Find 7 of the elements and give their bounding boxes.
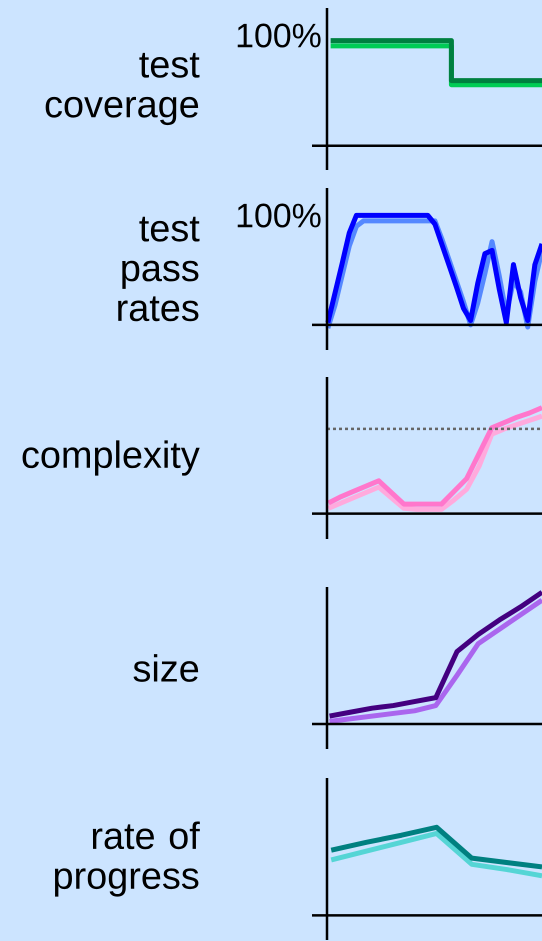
y-axis-title: size: [134, 654, 198, 682]
y-axis-title: rate of progress: [54, 821, 200, 897]
annotation: 100%: [238, 204, 321, 228]
y-axis-title: complexity: [22, 440, 200, 476]
y-axis-title: test coverage: [46, 52, 200, 126]
annotation: 100%: [238, 24, 321, 48]
y-axis-title: test pass rates: [118, 216, 200, 322]
